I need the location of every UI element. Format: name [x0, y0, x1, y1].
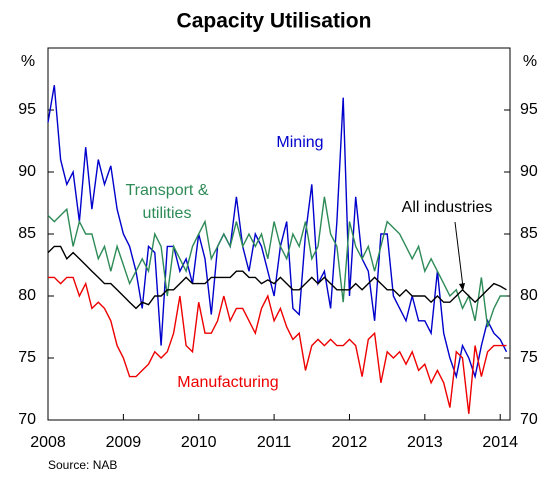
series-label: Transport & utilities: [125, 182, 209, 222]
chart-title: Capacity Utilisation: [177, 10, 372, 33]
y2-tick-label: 80: [520, 287, 538, 304]
x-tick-label: 2013: [407, 434, 443, 451]
annotation-arrow: [454, 221, 464, 288]
y-tick-label: 90: [18, 163, 36, 180]
y-tick-label: 75: [18, 349, 36, 366]
series-line: [48, 276, 507, 414]
arrow-head: [459, 283, 465, 291]
series-label: Manufacturing: [177, 374, 279, 391]
y-axis-label: %: [21, 53, 35, 70]
y2-tick-label: 85: [520, 225, 538, 242]
series-line: [47, 245, 507, 310]
y2-axis-label: %: [523, 53, 537, 70]
y2-tick-label: 90: [520, 163, 538, 180]
y2-tick-label: 70: [520, 411, 538, 428]
series-line: [47, 196, 507, 328]
x-tick-label: 2010: [181, 434, 217, 451]
series-label: Mining: [276, 134, 324, 151]
y2-tick-label: 95: [520, 101, 538, 118]
x-tick-label: 2009: [106, 434, 142, 451]
source-note: Source: NAB: [48, 458, 117, 472]
y-tick-label: 70: [18, 411, 36, 428]
x-tick-label: 2012: [332, 434, 368, 451]
series-line: [47, 85, 508, 380]
plot-frame: [47, 47, 511, 421]
y-tick-label: 80: [18, 287, 36, 304]
y2-tick-label: 75: [520, 349, 538, 366]
x-tick-label: 2011: [257, 434, 292, 451]
y-tick-label: 95: [18, 101, 36, 118]
x-tick-label: 2014: [482, 434, 518, 451]
x-tick-label: 2008: [30, 434, 66, 451]
series-label: All industries: [401, 199, 493, 216]
y-tick-label: 85: [18, 225, 36, 242]
